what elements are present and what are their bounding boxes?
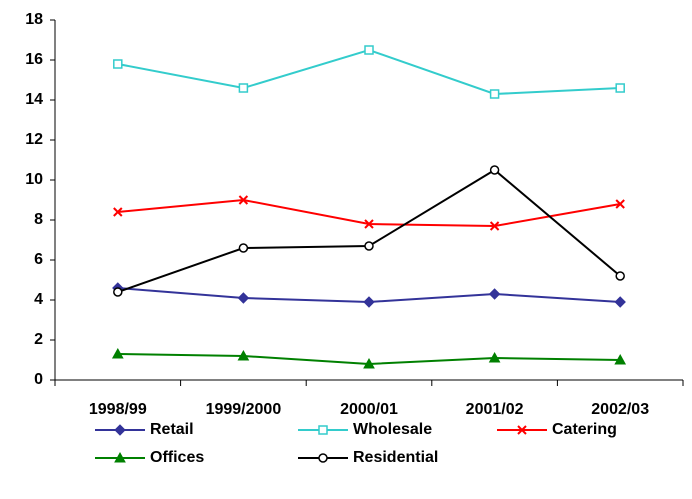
y-tick-label: 14 xyxy=(25,91,43,108)
x-tick-label: 2000/01 xyxy=(340,401,398,418)
data-point xyxy=(364,45,374,55)
data-point xyxy=(113,207,123,217)
y-tick-label: 8 xyxy=(34,211,43,228)
data-point xyxy=(489,165,500,175)
data-point xyxy=(364,219,374,229)
legend-label: Wholesale xyxy=(353,421,432,438)
data-point xyxy=(614,353,627,365)
data-point xyxy=(237,292,250,304)
data-point xyxy=(615,83,625,93)
data-point xyxy=(238,83,249,93)
data-point xyxy=(238,243,249,253)
y-tick-label: 2 xyxy=(34,331,43,348)
y-tick-label: 16 xyxy=(25,51,43,68)
data-point xyxy=(615,271,625,281)
data-point xyxy=(489,221,500,231)
data-point xyxy=(113,287,123,297)
data-point xyxy=(238,195,249,205)
series-line xyxy=(117,48,621,96)
data-point xyxy=(614,296,626,308)
x-tick-label: 2001/02 xyxy=(466,401,524,418)
legend-marker xyxy=(114,424,126,436)
legend-label: Residential xyxy=(353,449,438,466)
data-point xyxy=(111,347,124,359)
data-point xyxy=(488,288,501,300)
series-line xyxy=(117,168,621,293)
legend-label: Catering xyxy=(552,421,617,438)
data-point xyxy=(363,357,375,369)
y-tick-label: 0 xyxy=(34,371,43,388)
data-point xyxy=(489,89,500,99)
legend-label: Retail xyxy=(150,421,194,438)
data-point xyxy=(615,199,625,209)
data-point xyxy=(363,296,375,308)
legend-marker xyxy=(318,425,328,435)
legend-marker xyxy=(114,451,126,463)
x-tick-label: 1998/99 xyxy=(89,401,147,418)
legend-label: Offices xyxy=(150,449,204,466)
data-point xyxy=(113,59,123,69)
x-tick-label: 2002/03 xyxy=(591,401,649,418)
legend-marker xyxy=(318,453,328,463)
y-tick-label: 6 xyxy=(34,251,43,268)
data-point xyxy=(488,351,501,363)
y-tick-label: 4 xyxy=(34,291,43,308)
y-tick-label: 12 xyxy=(25,131,43,148)
data-point xyxy=(364,241,374,251)
x-tick-label: 1999/2000 xyxy=(206,401,282,418)
y-tick-label: 10 xyxy=(25,171,43,188)
legend-marker xyxy=(517,425,527,435)
y-tick-label: 18 xyxy=(25,11,43,28)
data-point xyxy=(237,349,250,361)
